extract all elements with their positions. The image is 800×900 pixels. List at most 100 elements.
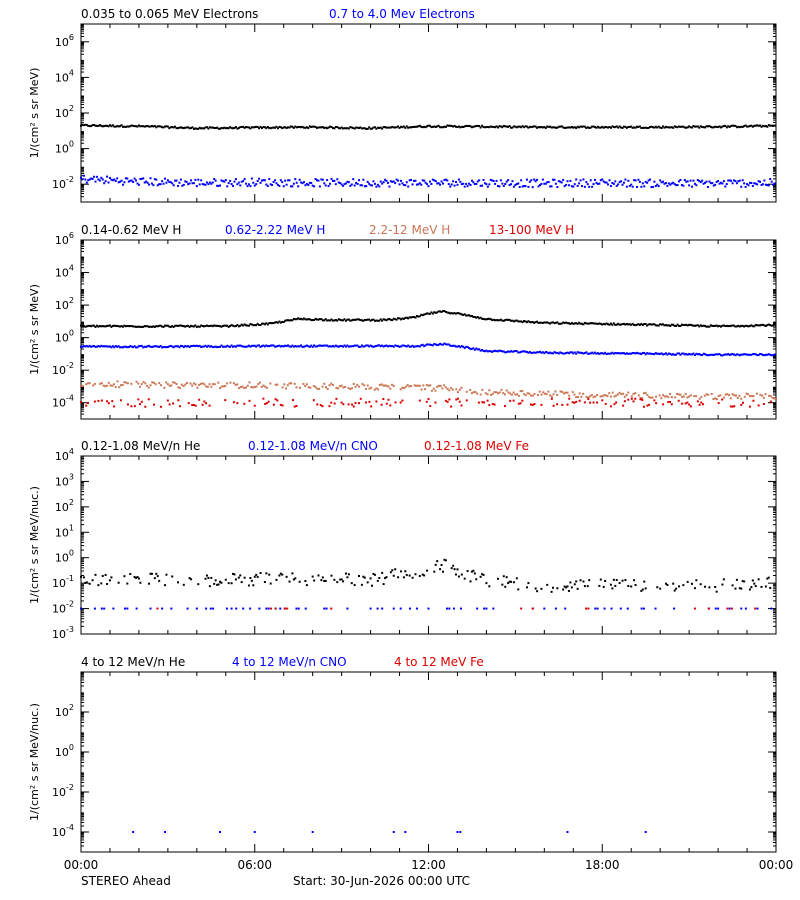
data-point <box>622 352 625 355</box>
data-point <box>278 125 281 128</box>
data-point <box>311 125 314 128</box>
data-point <box>185 382 188 385</box>
data-point <box>136 325 139 328</box>
data-point <box>592 322 595 325</box>
y-tick-label: 106 <box>55 33 74 49</box>
data-point <box>360 184 363 187</box>
data-point <box>503 405 506 408</box>
data-point <box>414 345 417 348</box>
data-point <box>621 183 624 186</box>
data-point <box>346 127 349 130</box>
data-point <box>372 180 375 183</box>
data-point <box>692 352 695 355</box>
data-point <box>371 318 374 321</box>
data-point <box>662 125 665 128</box>
data-point <box>174 324 177 327</box>
data-point <box>413 125 416 128</box>
data-point <box>408 574 411 577</box>
data-point <box>117 325 120 328</box>
data-point <box>275 125 278 128</box>
data-point <box>486 393 489 396</box>
data-point <box>129 573 132 576</box>
data-point <box>156 607 159 610</box>
data-point <box>691 324 694 327</box>
data-point <box>80 575 82 578</box>
data-point <box>266 323 269 326</box>
data-point <box>173 381 176 384</box>
data-point <box>111 324 114 327</box>
data-point <box>213 582 216 585</box>
data-point <box>592 352 595 355</box>
data-point <box>667 324 670 327</box>
data-point <box>638 125 641 128</box>
data-point <box>440 563 443 566</box>
data-point <box>604 181 607 184</box>
data-point <box>725 353 728 356</box>
data-point <box>738 325 741 328</box>
data-point <box>414 179 417 182</box>
data-point <box>727 353 730 356</box>
data-point <box>330 177 333 180</box>
data-point <box>197 345 200 348</box>
data-point <box>352 382 355 385</box>
data-point <box>263 345 266 348</box>
data-point <box>640 185 643 188</box>
data-point <box>425 384 428 387</box>
data-point <box>216 324 219 327</box>
data-point <box>422 384 425 387</box>
data-point <box>750 124 753 127</box>
data-point <box>601 395 604 398</box>
data-point <box>475 182 478 185</box>
data-point <box>632 392 635 395</box>
data-point <box>507 582 510 585</box>
data-point <box>127 346 130 349</box>
data-point <box>561 403 564 406</box>
data-point <box>336 319 339 322</box>
data-point <box>378 185 381 188</box>
data-point <box>257 383 260 386</box>
data-point <box>767 353 770 356</box>
data-point <box>165 181 168 184</box>
data-point <box>384 384 387 387</box>
data-point <box>344 319 347 322</box>
data-point <box>314 178 317 181</box>
data-point <box>399 125 402 128</box>
data-point <box>743 353 746 356</box>
data-point <box>418 399 421 402</box>
data-point <box>744 324 747 327</box>
data-point <box>346 607 349 610</box>
data-point <box>511 126 514 129</box>
data-point <box>434 343 437 346</box>
data-point <box>217 381 220 384</box>
data-point <box>104 180 107 183</box>
data-point <box>524 125 527 128</box>
data-point <box>488 389 491 392</box>
data-point <box>673 125 676 128</box>
data-point <box>343 183 346 186</box>
data-point <box>121 125 124 128</box>
data-point <box>205 574 208 577</box>
data-point <box>275 321 278 324</box>
data-point <box>340 345 343 348</box>
data-point <box>279 126 282 129</box>
data-point <box>630 323 633 326</box>
data-point <box>426 183 429 186</box>
data-point <box>460 313 463 316</box>
data-point <box>417 345 420 348</box>
data-point <box>478 348 481 351</box>
data-point <box>759 352 762 355</box>
data-point <box>563 352 566 355</box>
data-point <box>392 607 395 610</box>
data-point <box>604 323 607 326</box>
data-point <box>381 182 384 185</box>
data-point <box>460 183 463 186</box>
data-point <box>369 184 372 187</box>
data-point <box>389 126 392 129</box>
data-point <box>740 185 743 188</box>
data-point <box>258 344 261 347</box>
data-point <box>424 313 427 316</box>
data-point <box>402 317 405 320</box>
data-point <box>265 386 268 389</box>
data-point <box>211 126 214 129</box>
y-tick-label: 10-1 <box>52 574 74 590</box>
